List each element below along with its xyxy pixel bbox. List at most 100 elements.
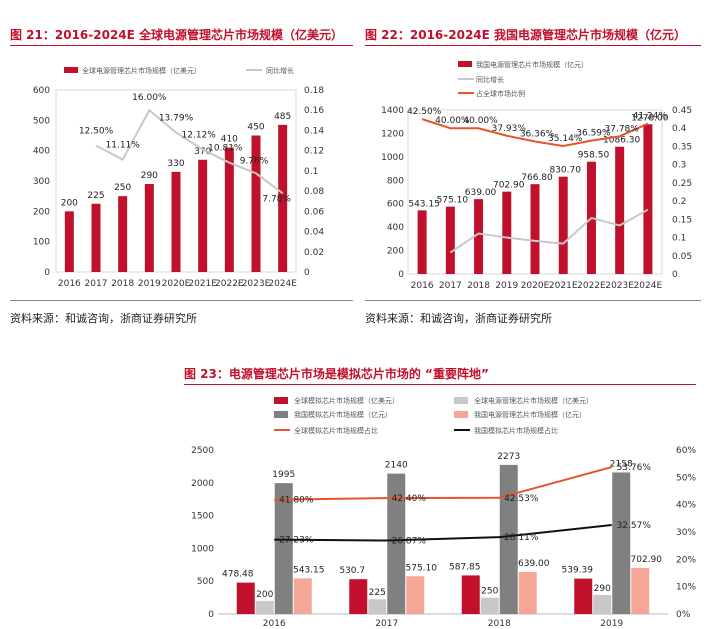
fig21-ytick-label: 500	[33, 116, 50, 126]
fig22-xtick-label: 2019	[495, 281, 518, 291]
fig22-xtick-label: 2021E	[549, 281, 578, 291]
fig22-share-label: 40.00%	[463, 116, 498, 126]
fig21-y2tick-label: 0.1	[304, 167, 318, 177]
fig23-bar	[612, 472, 631, 614]
fig23-bar-label: 575.10	[406, 563, 438, 573]
fig21-bar-label: 200	[61, 198, 78, 208]
fig21-y2tick-label: 0.16	[304, 106, 324, 116]
fig21-y2tick-label: 0.08	[304, 187, 324, 197]
fig21-bar	[64, 211, 74, 272]
fig21-ytick-label: 100	[33, 238, 50, 248]
fig22-y2tick-label: 0.1	[672, 234, 686, 244]
fig21-growth-label: 7.78%	[262, 194, 291, 204]
fig22-bar	[445, 206, 455, 274]
fig22-bar-label: 639.00	[465, 188, 497, 198]
fig23-bar-label: 250	[481, 587, 498, 597]
fig22-y2tick-label: 0.25	[672, 179, 692, 189]
fig23-line-label: 28.11%	[504, 533, 539, 543]
fig21-bar-label: 330	[167, 159, 184, 169]
fig23-legend-swatch	[454, 397, 468, 404]
fig23-y2tick-label: 40%	[676, 501, 696, 511]
fig22-bar-label: 702.90	[493, 181, 525, 191]
fig23-bar	[518, 572, 537, 614]
fig22-xtick-label: 2022E	[577, 281, 606, 291]
fig21-xtick-label: 2023E	[242, 279, 271, 289]
fig22-y2tick-label: 0.45	[672, 106, 692, 116]
fig23-bar-label: 543.15	[293, 565, 325, 575]
fig22-xtick-label: 2023E	[605, 281, 634, 291]
fig23-bar-label: 2140	[385, 461, 408, 471]
fig22-share-label: 36.36%	[520, 129, 555, 139]
fig21-bar-label: 290	[141, 171, 158, 181]
fig23-line-label: 42.53%	[504, 494, 539, 504]
fig21-xtick-label: 2022E	[215, 279, 244, 289]
fig21-chart: 全球电源管理芯片市场规模（亿美元） 同比增长 0 100 200 300 400 500 600…	[33, 66, 325, 289]
fig21-y2tick-label: 0.06	[304, 207, 324, 217]
fig23-bar-label: 1995	[272, 470, 295, 480]
fig21-legend-bar-swatch	[64, 67, 78, 73]
fig21-bar	[224, 147, 234, 272]
fig22-bar-label: 1278.00	[631, 113, 668, 123]
fig21-growth-label: 16.00%	[132, 93, 167, 103]
fig22-bar	[474, 199, 484, 274]
fig23-legend-swatch	[274, 397, 288, 404]
fig22-xtick-label: 2024E	[634, 281, 663, 291]
fig23-line-label: 32.57%	[617, 521, 652, 531]
fig21-bar	[251, 135, 261, 272]
fig22-bar-label: 1086.30	[603, 136, 640, 146]
fig21-xtick-label: 2021E	[188, 279, 217, 289]
fig23-legend-label: 我国模拟芯片市场规模占比	[474, 426, 558, 435]
fig22-source-rule	[365, 300, 701, 301]
fig23-legend-swatch	[454, 411, 468, 418]
fig21-growth-label: 12.12%	[182, 130, 217, 140]
fig22-ytick-label: 800	[387, 176, 404, 186]
fig22-legend-bar-label: 我国电源管理芯片市场规模（亿元）	[476, 60, 588, 69]
fig23-y2tick-label: 20%	[676, 555, 696, 565]
fig23-bar	[368, 599, 387, 614]
fig23-bar-label: 530.7	[339, 566, 365, 576]
fig22-ytick-label: 400	[387, 223, 404, 233]
fig23-ytick-label: 1000	[191, 544, 214, 554]
fig22-bar-label: 830.70	[549, 166, 581, 176]
fig21-bar	[278, 124, 288, 272]
fig21-xtick-label: 2016	[58, 279, 81, 289]
fig21-xtick-label: 2018	[111, 279, 134, 289]
fig23-bar	[236, 582, 255, 614]
fig23-xtick-label: 2019	[600, 619, 623, 629]
fig23-chart: 全球模拟芯片市场规模（亿美元） 全球电源管理芯片市场规模（亿美元） 我国模拟芯片市场…	[191, 396, 696, 629]
fig23-legend-label: 全球模拟芯片市场规模占比	[294, 426, 378, 435]
fig21-xtick-label: 2020E	[162, 279, 191, 289]
fig23-title-rule	[184, 384, 696, 385]
fig23-bar-label: 639.00	[518, 559, 550, 569]
fig23-y2tick-label: 60%	[676, 446, 696, 456]
fig23-line-label: 41.80%	[279, 496, 314, 506]
fig23-bar-label: 478.48	[222, 570, 254, 580]
fig23-bar-label: 2273	[497, 452, 520, 462]
fig22-share-label: 37.78%	[605, 124, 640, 134]
fig21-legend-line-label: 同比增长	[266, 66, 294, 75]
fig22-title: 图 22：2016-2024E 我国电源管理芯片市场规模（亿元）	[365, 28, 687, 42]
fig23-bar	[349, 579, 368, 614]
fig23-line-label: 53.76%	[617, 463, 652, 473]
fig21-y2tick-label: 0.14	[304, 126, 324, 136]
fig23-bar	[274, 483, 293, 614]
fig21-y2tick-label: 0.04	[304, 228, 324, 238]
fig23-bar	[499, 464, 518, 614]
fig23-bar-label: 200	[256, 590, 273, 600]
fig22-ytick-label: 200	[387, 247, 404, 257]
fig22-bar-label: 958.50	[578, 151, 610, 161]
fig23-line	[274, 466, 613, 501]
fig21-source: 资料来源：和诚咨询，浙商证券研究所	[10, 312, 197, 325]
fig22-y2tick-label: 0.15	[672, 215, 692, 225]
fig21-ytick-label: 300	[33, 177, 50, 187]
fig21-y2tick-label: 0.12	[304, 147, 324, 157]
fig21-growth-label: 10.81%	[208, 144, 243, 154]
fig23-bar-label: 225	[369, 588, 386, 598]
fig21-ytick-label: 0	[44, 268, 50, 278]
fig23-line-label: 27.23%	[279, 536, 314, 546]
fig23-bar-label: 587.85	[449, 562, 481, 572]
fig21-title: 图 21：2016-2024E 全球电源管理芯片市场规模（亿美元）	[10, 28, 344, 42]
fig23-y2tick-label: 30%	[676, 528, 696, 538]
fig21-bar-label: 410	[221, 135, 238, 145]
